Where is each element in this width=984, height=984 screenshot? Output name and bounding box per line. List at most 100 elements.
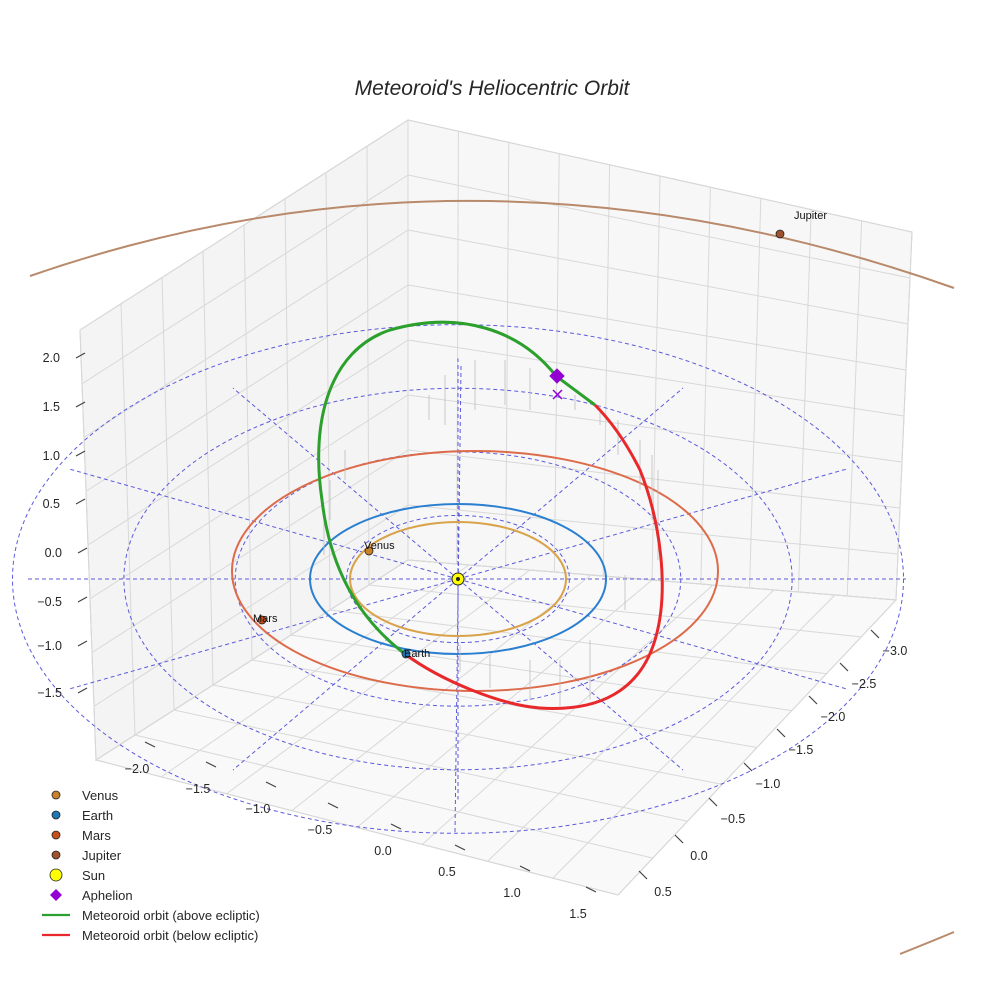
aphelion-marker bbox=[549, 368, 565, 384]
y-tick-label: −3.0 bbox=[883, 644, 908, 658]
earth-orbit bbox=[309, 503, 607, 655]
left-grid-h bbox=[87, 339, 409, 546]
legend-aphelion-label: Aphelion bbox=[82, 888, 133, 903]
z-tick-mark bbox=[77, 547, 88, 554]
legend-venus-marker bbox=[51, 790, 61, 800]
x-tick-mark bbox=[390, 823, 402, 830]
chart-title: Meteoroid's Heliocentric Orbit bbox=[355, 77, 631, 100]
y-tick-mark bbox=[743, 762, 753, 772]
y-tick-label: −2.5 bbox=[852, 677, 877, 691]
x-tick-mark bbox=[327, 802, 339, 809]
jupiter-orbit bbox=[29, 199, 955, 289]
ecliptic-y-axis bbox=[454, 365, 462, 833]
floor-grid-a bbox=[290, 634, 792, 712]
y-tick-label: −1.5 bbox=[789, 743, 814, 757]
y-tick-label: −2.0 bbox=[821, 710, 846, 724]
x-tick-label: −1.0 bbox=[246, 802, 271, 816]
z-tick-label: −1.5 bbox=[37, 686, 62, 700]
back-grid-h bbox=[407, 449, 901, 509]
ecliptic-ray bbox=[457, 578, 848, 690]
y-tick-label: 0.5 bbox=[654, 885, 671, 899]
legend-mars-marker bbox=[51, 830, 61, 840]
z-tick-mark bbox=[75, 352, 86, 359]
legend-jupiter-label: Jupiter bbox=[82, 848, 122, 863]
back-grid-h bbox=[407, 229, 909, 325]
x-tick-label: 1.0 bbox=[503, 886, 520, 900]
z-tick-label: 2.0 bbox=[43, 351, 60, 365]
meteoroid-orbit-below bbox=[404, 403, 664, 710]
left-grid-h bbox=[81, 174, 409, 385]
legend-meteoroid-orbit-above-ecliptic-label: Meteoroid orbit (above ecliptic) bbox=[82, 908, 260, 923]
ecliptic-ray bbox=[232, 578, 459, 771]
x-tick-mark bbox=[519, 865, 531, 872]
x-tick-mark bbox=[454, 844, 466, 851]
back-grid-h bbox=[407, 284, 907, 371]
axis-ticks: 2.0 1.5 1.0 0.5 0.0 −0.5 −1.0 −1.5 −2.0 −1.5 −1.0 −… bbox=[37, 351, 907, 921]
ecliptic-ray bbox=[457, 387, 684, 580]
legend-aphelion-marker bbox=[50, 889, 62, 901]
left-grid-h bbox=[83, 229, 409, 438]
meteoroid-orbit-above bbox=[317, 320, 596, 656]
z-tick-mark bbox=[77, 687, 88, 694]
legend-sun-label: Sun bbox=[82, 868, 105, 883]
left-grid-h bbox=[79, 119, 409, 331]
back-grid-h bbox=[407, 119, 913, 233]
back-grid-h bbox=[407, 174, 911, 279]
floor-grid-a bbox=[368, 584, 862, 638]
y-tick-label: −0.5 bbox=[721, 812, 746, 826]
floor-grid-b bbox=[421, 584, 714, 845]
z-tick-mark bbox=[75, 401, 86, 408]
z-tick-mark bbox=[75, 498, 86, 505]
x-tick-mark bbox=[265, 781, 277, 788]
y-tick-mark bbox=[638, 870, 648, 880]
jupiter-marker bbox=[775, 229, 785, 239]
aphelion-projection-marker bbox=[552, 389, 563, 400]
ecliptic-ray bbox=[68, 468, 459, 580]
back-grid-h bbox=[407, 394, 903, 463]
mars-marker bbox=[257, 615, 267, 625]
ecliptic-ray bbox=[68, 578, 459, 690]
left-grid-h bbox=[89, 394, 409, 600]
back-grid-h bbox=[407, 339, 905, 417]
x-tick-label: 1.5 bbox=[569, 907, 586, 921]
left-grid-h bbox=[93, 504, 409, 707]
venus-orbit bbox=[349, 521, 567, 637]
legend-earth-marker bbox=[51, 810, 61, 820]
jupiter-orbit-lower bbox=[899, 931, 955, 955]
drop-lines bbox=[323, 360, 659, 706]
y-tick-mark bbox=[776, 728, 786, 738]
y-tick-mark bbox=[674, 834, 684, 844]
markers: Venus Earth Mars Jupiter bbox=[253, 210, 827, 660]
z-tick-label: 0.0 bbox=[45, 546, 62, 560]
y-tick-label: 0.0 bbox=[690, 849, 707, 863]
z-tick-label: −1.0 bbox=[37, 639, 62, 653]
legend-sun-marker bbox=[49, 868, 63, 882]
z-tick-label: 0.5 bbox=[43, 497, 60, 511]
x-tick-mark bbox=[205, 761, 217, 768]
ecliptic-ray bbox=[232, 387, 459, 580]
y-tick-mark bbox=[708, 797, 718, 807]
z-tick-label: 1.5 bbox=[43, 400, 60, 414]
z-tick-label: −0.5 bbox=[37, 595, 62, 609]
z-tick-label: 1.0 bbox=[43, 449, 60, 463]
y-tick-label: −1.0 bbox=[756, 777, 781, 791]
legend-meteoroid-orbit-below-ecliptic-label: Meteoroid orbit (below ecliptic) bbox=[82, 928, 258, 943]
mars-label: Mars bbox=[253, 613, 278, 625]
x-tick-label: 0.0 bbox=[374, 844, 391, 858]
x-tick-label: −0.5 bbox=[308, 823, 333, 837]
y-tick-mark bbox=[870, 629, 880, 639]
reference-circles bbox=[12, 324, 906, 834]
x-tick-mark bbox=[144, 741, 156, 748]
left-grid-h bbox=[91, 449, 409, 653]
z-tick-mark bbox=[77, 640, 88, 647]
floor-grid-b bbox=[552, 594, 836, 879]
floor-grid-a bbox=[329, 609, 827, 675]
back-grid-h bbox=[407, 504, 899, 555]
floor-grid-b bbox=[617, 599, 897, 896]
x-tick-label: 0.5 bbox=[438, 865, 455, 879]
venus-label: Venus bbox=[364, 540, 395, 552]
legend-jupiter-marker bbox=[51, 850, 61, 860]
legend-earth-label: Earth bbox=[82, 808, 113, 823]
ecliptic-ray bbox=[457, 468, 848, 580]
